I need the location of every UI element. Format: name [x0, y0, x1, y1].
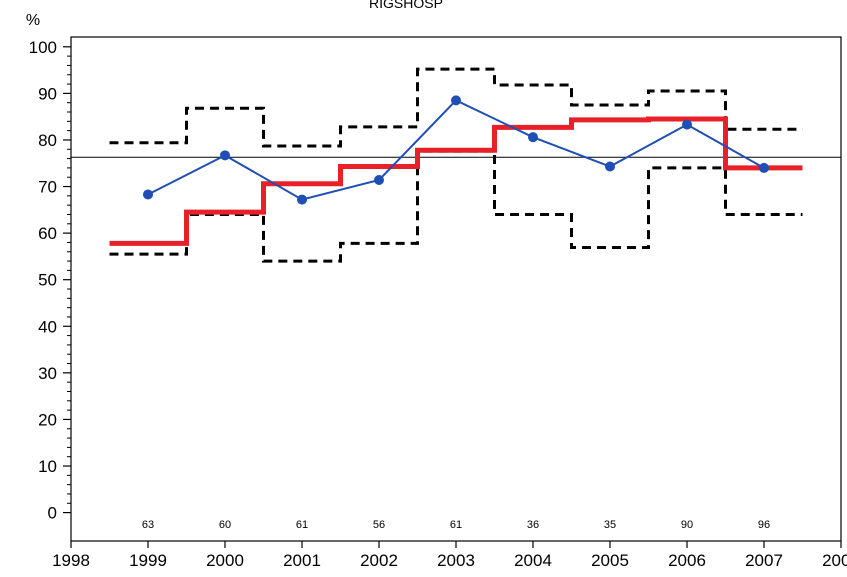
x-tick-label: 2000 — [206, 551, 244, 570]
blue-data-point — [297, 194, 307, 205]
sample-size-label: 60 — [219, 519, 231, 531]
sample-size-label: 61 — [296, 519, 308, 531]
x-tick-label: 2003 — [437, 551, 475, 570]
blue-data-point — [451, 95, 461, 106]
axes: 1998 1999 2000 2001 2002 2003 2004 2005 2006 2007… — [29, 38, 847, 570]
dashed-step-series-2 — [109, 67, 803, 148]
red-step-series — [109, 116, 803, 246]
y-axis-unit-label: % — [26, 12, 40, 29]
sample-size-label: 35 — [604, 519, 616, 531]
sample-size-label: 63 — [142, 519, 154, 531]
y-tick-label: 80 — [38, 131, 57, 150]
x-tick-label: 2004 — [514, 551, 552, 570]
y-tick-label: 40 — [38, 317, 57, 336]
blue-data-point — [374, 175, 384, 186]
blue-data-point — [143, 189, 153, 200]
x-tick-label: 1998 — [52, 551, 90, 570]
x-tick-label: 2007 — [745, 551, 783, 570]
blue-data-point — [220, 150, 230, 161]
x-tick-label: 1999 — [129, 551, 167, 570]
sample-size-label: 90 — [681, 519, 693, 531]
chart-title: RIGSHOSP — [369, 0, 443, 11]
blue-data-point — [528, 132, 538, 143]
y-tick-label: 70 — [38, 178, 57, 197]
sample-size-label: 36 — [527, 519, 539, 531]
blue-data-point — [682, 119, 692, 130]
x-tick-label: 2002 — [360, 551, 398, 570]
blue-data-point — [605, 161, 615, 172]
sample-size-label: 96 — [758, 519, 770, 531]
x-tick-label: 2008 — [822, 551, 847, 570]
sample-size-label: 61 — [450, 519, 462, 531]
sample-size-label: 56 — [373, 519, 385, 531]
x-tick-label: 2006 — [668, 551, 706, 570]
y-tick-label: 10 — [38, 457, 57, 476]
x-tick-label: 2005 — [591, 551, 629, 570]
y-tick-label: 0 — [48, 504, 57, 523]
y-tick-label: 30 — [38, 364, 57, 383]
y-tick-label: 90 — [38, 84, 57, 103]
dashed-step-series-3 — [109, 149, 803, 263]
y-tick-label: 50 — [38, 271, 57, 290]
x-tick-label: 2001 — [283, 551, 321, 570]
y-tick-label: 60 — [38, 224, 57, 243]
sample-size-labels: 63 60 61 56 61 36 35 90 96 — [142, 519, 770, 531]
series-layer — [109, 67, 803, 263]
y-tick-label: 100 — [29, 38, 57, 57]
blue-data-point — [759, 162, 769, 173]
y-tick-label: 20 — [38, 410, 57, 429]
